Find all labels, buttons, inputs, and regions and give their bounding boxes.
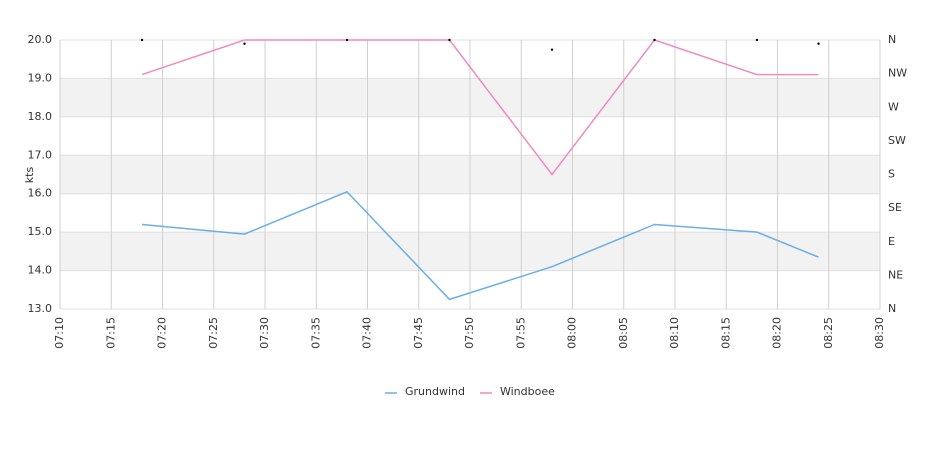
x-tick-label: 07:50	[463, 317, 476, 349]
y2-tick-label: S	[888, 168, 895, 181]
direction-marker	[345, 38, 349, 42]
y-tick-label: 19.0	[28, 71, 53, 84]
x-tick-label: 07:30	[258, 317, 271, 349]
y2-tick-label: N	[888, 302, 896, 315]
x-tick-label: 07:35	[309, 317, 322, 349]
y-axis-label: kts	[23, 167, 36, 184]
direction-marker	[243, 42, 246, 45]
y-tick-label: 16.0	[28, 187, 53, 200]
y2-tick-label: NE	[888, 268, 903, 281]
x-tick-label: 08:20	[771, 317, 784, 349]
x-tick-label: 08:30	[873, 317, 886, 349]
y-tick-label: 17.0	[28, 148, 53, 161]
x-tick-label: 08:00	[566, 317, 579, 349]
y-tick-label: 13.0	[28, 302, 53, 315]
line-series	[141, 39, 819, 176]
plot-background	[59, 39, 881, 310]
x-tick-label: 07:25	[207, 317, 220, 349]
direction-marker	[755, 38, 759, 42]
y-tick-label: 20.0	[28, 33, 53, 46]
x-tick-label: 07:10	[53, 317, 66, 349]
x-tick-label: 07:15	[104, 317, 117, 349]
y-tick-label: 18.0	[28, 110, 53, 123]
x-tick-label: 08:10	[668, 317, 681, 349]
y-tick-label: 15.0	[28, 225, 53, 238]
y2-tick-label: SW	[888, 134, 906, 147]
y2-tick-label: W	[888, 100, 899, 113]
y-tick-label: 14.0	[28, 264, 53, 277]
line-series	[141, 190, 819, 301]
direction-marker	[653, 38, 656, 42]
x-tick-label: 08:05	[617, 317, 630, 349]
x-tick-label: 08:15	[719, 317, 732, 349]
x-tick-label: 07:40	[361, 317, 374, 349]
x-tick-label: 07:20	[156, 317, 169, 349]
direction-marker	[550, 48, 554, 51]
direction-marker	[448, 38, 451, 42]
direction-marker	[817, 42, 820, 45]
y2-tick-label: NW	[888, 67, 907, 80]
y2-tick-label: E	[888, 235, 895, 248]
x-tick-label: 07:55	[514, 317, 527, 349]
legend-label: Windboee	[500, 385, 555, 398]
y2-tick-label: SE	[888, 201, 902, 214]
y2-tick-label: N	[888, 33, 896, 46]
x-tick-label: 08:25	[822, 317, 835, 349]
legend-label: Grundwind	[405, 385, 465, 398]
x-tick-label: 07:45	[412, 317, 425, 349]
direction-marker	[140, 38, 144, 42]
